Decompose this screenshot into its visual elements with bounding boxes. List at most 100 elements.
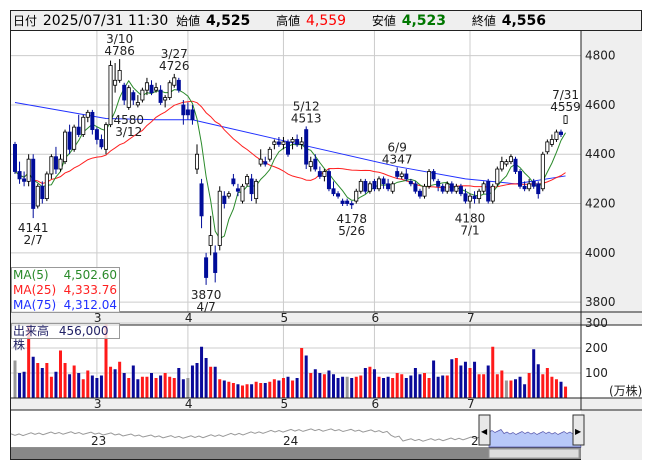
candle-body bbox=[76, 126, 81, 135]
candle bbox=[104, 122, 109, 155]
candle-body bbox=[308, 161, 313, 167]
volume-bar bbox=[313, 369, 317, 398]
price-volume-chart[interactable]: 4800 4600 4400 4200 4000 3800 3 3 4 4 5 5 6 6 7 7 300 200… bbox=[11, 11, 643, 461]
volume-bar bbox=[259, 383, 263, 398]
candle-body bbox=[513, 158, 518, 172]
volume-bar bbox=[222, 380, 226, 398]
volume-bar bbox=[59, 350, 62, 398]
candle-body bbox=[285, 141, 290, 155]
candle-body bbox=[354, 190, 359, 202]
volume-bar bbox=[468, 368, 472, 398]
candle-body bbox=[367, 183, 372, 192]
volume-bar bbox=[86, 370, 90, 398]
price-tick-label: 3800 bbox=[585, 295, 616, 309]
close-value: 4,556 bbox=[501, 13, 547, 29]
candle bbox=[463, 188, 468, 204]
volume-bar bbox=[209, 366, 213, 398]
navigator-selected-range bbox=[488, 429, 582, 448]
volume-bar bbox=[109, 366, 113, 398]
candle bbox=[22, 171, 27, 187]
volume-bar bbox=[236, 384, 240, 398]
candle bbox=[254, 178, 259, 204]
candle bbox=[304, 126, 309, 170]
range-navigator[interactable]: 232425◀▶ bbox=[11, 414, 585, 448]
candle bbox=[167, 80, 172, 101]
volume-bar bbox=[127, 378, 131, 398]
ma5-value: 4,502.60 bbox=[63, 268, 117, 282]
volume-bar bbox=[159, 375, 163, 398]
candle bbox=[349, 201, 354, 209]
candle bbox=[390, 181, 395, 194]
volume-bar bbox=[113, 369, 117, 398]
volume-bar bbox=[63, 363, 67, 398]
month-tick-label: 7 bbox=[467, 311, 475, 325]
candle bbox=[549, 134, 554, 147]
volume-bar bbox=[359, 375, 363, 398]
volume-bar bbox=[95, 378, 99, 398]
candle-body bbox=[504, 161, 509, 165]
candle bbox=[117, 59, 122, 83]
candle-body bbox=[431, 171, 436, 180]
candle-body bbox=[467, 195, 472, 202]
candle-body bbox=[167, 82, 172, 98]
candle-body bbox=[126, 87, 131, 108]
candle bbox=[49, 154, 54, 179]
candle-body bbox=[249, 178, 254, 195]
volume-bar bbox=[409, 375, 413, 398]
ohlc-header: 日付 2025/07/31 11:30 始値 4,525 高値 4,559 安値… bbox=[11, 11, 641, 31]
candle-body bbox=[26, 158, 31, 182]
candle bbox=[381, 176, 386, 189]
ma25-line bbox=[14, 100, 566, 189]
candle bbox=[313, 154, 318, 172]
candle-body bbox=[58, 158, 63, 170]
volume-bar bbox=[31, 356, 35, 398]
annotation-date: 5/12 bbox=[293, 99, 320, 113]
volume-month-tick-label: 6 bbox=[371, 397, 379, 411]
volume-value: 456,000株 bbox=[13, 324, 109, 352]
candle bbox=[285, 139, 290, 157]
candle bbox=[126, 85, 131, 110]
low-label: 安値 bbox=[371, 14, 396, 28]
candle bbox=[58, 154, 63, 172]
high-value: 4,559 bbox=[305, 13, 347, 29]
candle bbox=[140, 87, 145, 103]
volume-bar bbox=[336, 378, 340, 398]
candle bbox=[504, 159, 509, 167]
candle bbox=[208, 215, 213, 256]
candle bbox=[536, 181, 541, 199]
candle-body bbox=[563, 115, 568, 124]
candle bbox=[454, 183, 459, 194]
volume-bar bbox=[213, 366, 217, 398]
candle bbox=[499, 156, 504, 172]
candle-body bbox=[281, 141, 286, 145]
candle bbox=[417, 188, 422, 199]
candle bbox=[17, 161, 22, 184]
datetime: 2025/07/31 11:30 bbox=[42, 13, 169, 29]
volume-bar bbox=[54, 371, 58, 398]
candle-body bbox=[559, 131, 564, 135]
candle-body bbox=[499, 161, 504, 170]
volume-bar bbox=[168, 376, 172, 398]
annotation-date: 7/31 bbox=[552, 88, 579, 102]
volume-bar bbox=[291, 380, 295, 398]
candle-body bbox=[222, 195, 227, 204]
volume-bar bbox=[90, 375, 94, 398]
volume-bar bbox=[286, 376, 290, 398]
scrollbar-thumb[interactable] bbox=[488, 448, 580, 459]
navigator-left-handle[interactable]: ◀ bbox=[478, 414, 491, 446]
navigator-side-panel bbox=[581, 410, 642, 460]
navigator-right-handle[interactable]: ▶ bbox=[572, 414, 585, 446]
candle bbox=[263, 156, 268, 167]
ma25-label: MA(25) bbox=[13, 283, 57, 297]
candle-body bbox=[17, 171, 22, 180]
volume-bar bbox=[145, 376, 149, 398]
candle-body bbox=[181, 104, 186, 116]
volume-bar bbox=[136, 379, 140, 398]
month-axis-strip bbox=[11, 312, 642, 325]
candle-body bbox=[131, 92, 136, 101]
candle-body bbox=[267, 148, 272, 160]
volume-bar bbox=[363, 368, 367, 398]
volume-bar bbox=[391, 378, 395, 398]
candle bbox=[204, 252, 209, 285]
candle bbox=[226, 191, 231, 199]
